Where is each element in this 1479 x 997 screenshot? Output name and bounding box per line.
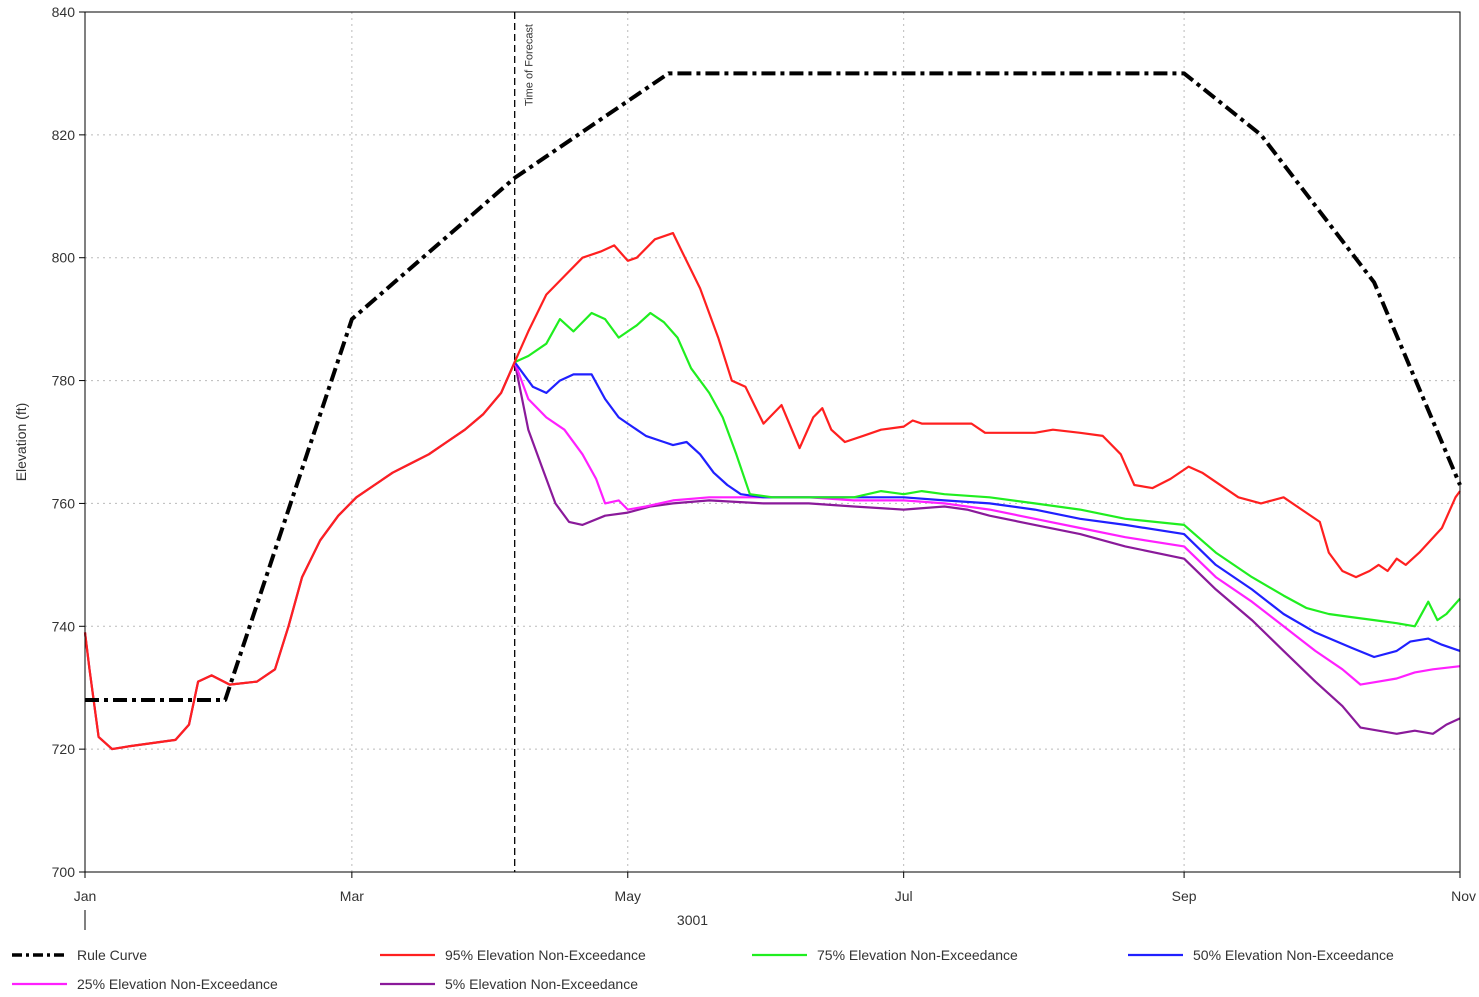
series-line-95-elevation-non-exceedance [83, 232, 1461, 751]
y-tick-label: 760 [52, 495, 76, 511]
legend-label: 5% Elevation Non-Exceedance [445, 976, 638, 992]
x-tick-label: May [615, 888, 641, 904]
y-tick-label: 780 [52, 373, 76, 389]
x-tick-label: Sep [1172, 888, 1197, 904]
grid-lines [85, 12, 1460, 872]
legend-label: 50% Elevation Non-Exceedance [1193, 947, 1394, 963]
legend-label: 25% Elevation Non-Exceedance [77, 976, 278, 992]
series-line-75-elevation-non-exceedance [514, 311, 1461, 628]
y-tick-label: 740 [52, 618, 76, 634]
x-tick-label: Jan [74, 888, 97, 904]
legend-label: Rule Curve [77, 947, 147, 963]
legend-label: 75% Elevation Non-Exceedance [817, 947, 1018, 963]
series-line-rule-curve [85, 71, 1462, 702]
legend-label: 95% Elevation Non-Exceedance [445, 947, 646, 963]
time-of-forecast-label: Time of Forecast [524, 24, 536, 106]
axes: 700 720 740 760 780 800 820 840 Jan Mar May Jul Sep N… [52, 4, 1476, 930]
x-tick-label: Mar [340, 888, 364, 904]
x-tick-label: Jul [895, 888, 913, 904]
y-tick-label: 820 [52, 127, 76, 143]
y-tick-label: 800 [52, 250, 76, 266]
legend: Rule Curve 95% Elevation Non-Exceedance 75… [12, 947, 1394, 992]
plot-frame [84, 11, 1461, 873]
x-axis-label: 3001 [677, 912, 708, 928]
series-line-25-elevation-non-exceedance [513, 361, 1461, 686]
x-tick-label: Nov [1451, 888, 1476, 904]
y-tick-label: 720 [52, 741, 76, 757]
y-axis-label: Elevation (ft) [13, 403, 29, 482]
y-tick-label: 840 [52, 4, 76, 20]
y-tick-label: 700 [52, 864, 76, 880]
series-lines [83, 71, 1462, 751]
forecast-annotation: Time of Forecast [514, 12, 536, 872]
